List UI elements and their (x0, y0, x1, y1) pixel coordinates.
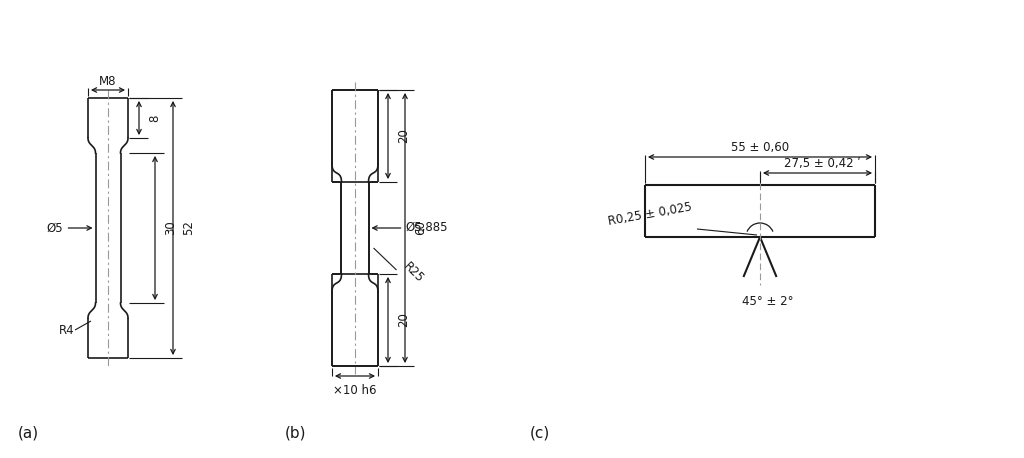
Text: 27,5 ± 0,42 ʹ: 27,5 ± 0,42 ʹ (784, 157, 861, 170)
Text: 60: 60 (414, 221, 427, 235)
Text: 8: 8 (148, 114, 161, 122)
Text: 52: 52 (182, 221, 195, 235)
Text: 55 ± 0,60: 55 ± 0,60 (731, 141, 790, 154)
Text: R4: R4 (58, 325, 74, 338)
Text: Ø5,885: Ø5,885 (406, 222, 449, 234)
Text: 45° ± 2°: 45° ± 2° (742, 295, 794, 308)
Text: ×10 h6: ×10 h6 (333, 384, 377, 397)
Text: M8: M8 (99, 75, 117, 88)
Text: (c): (c) (530, 425, 550, 440)
Text: R25: R25 (400, 260, 426, 286)
Text: (b): (b) (285, 425, 306, 440)
Text: 20: 20 (397, 129, 410, 143)
Text: 30: 30 (164, 221, 177, 235)
Text: R0,25 ± 0,025: R0,25 ± 0,025 (607, 201, 693, 228)
Text: (a): (a) (18, 425, 39, 440)
Text: Ø5: Ø5 (47, 222, 63, 234)
Text: 20: 20 (397, 312, 410, 327)
